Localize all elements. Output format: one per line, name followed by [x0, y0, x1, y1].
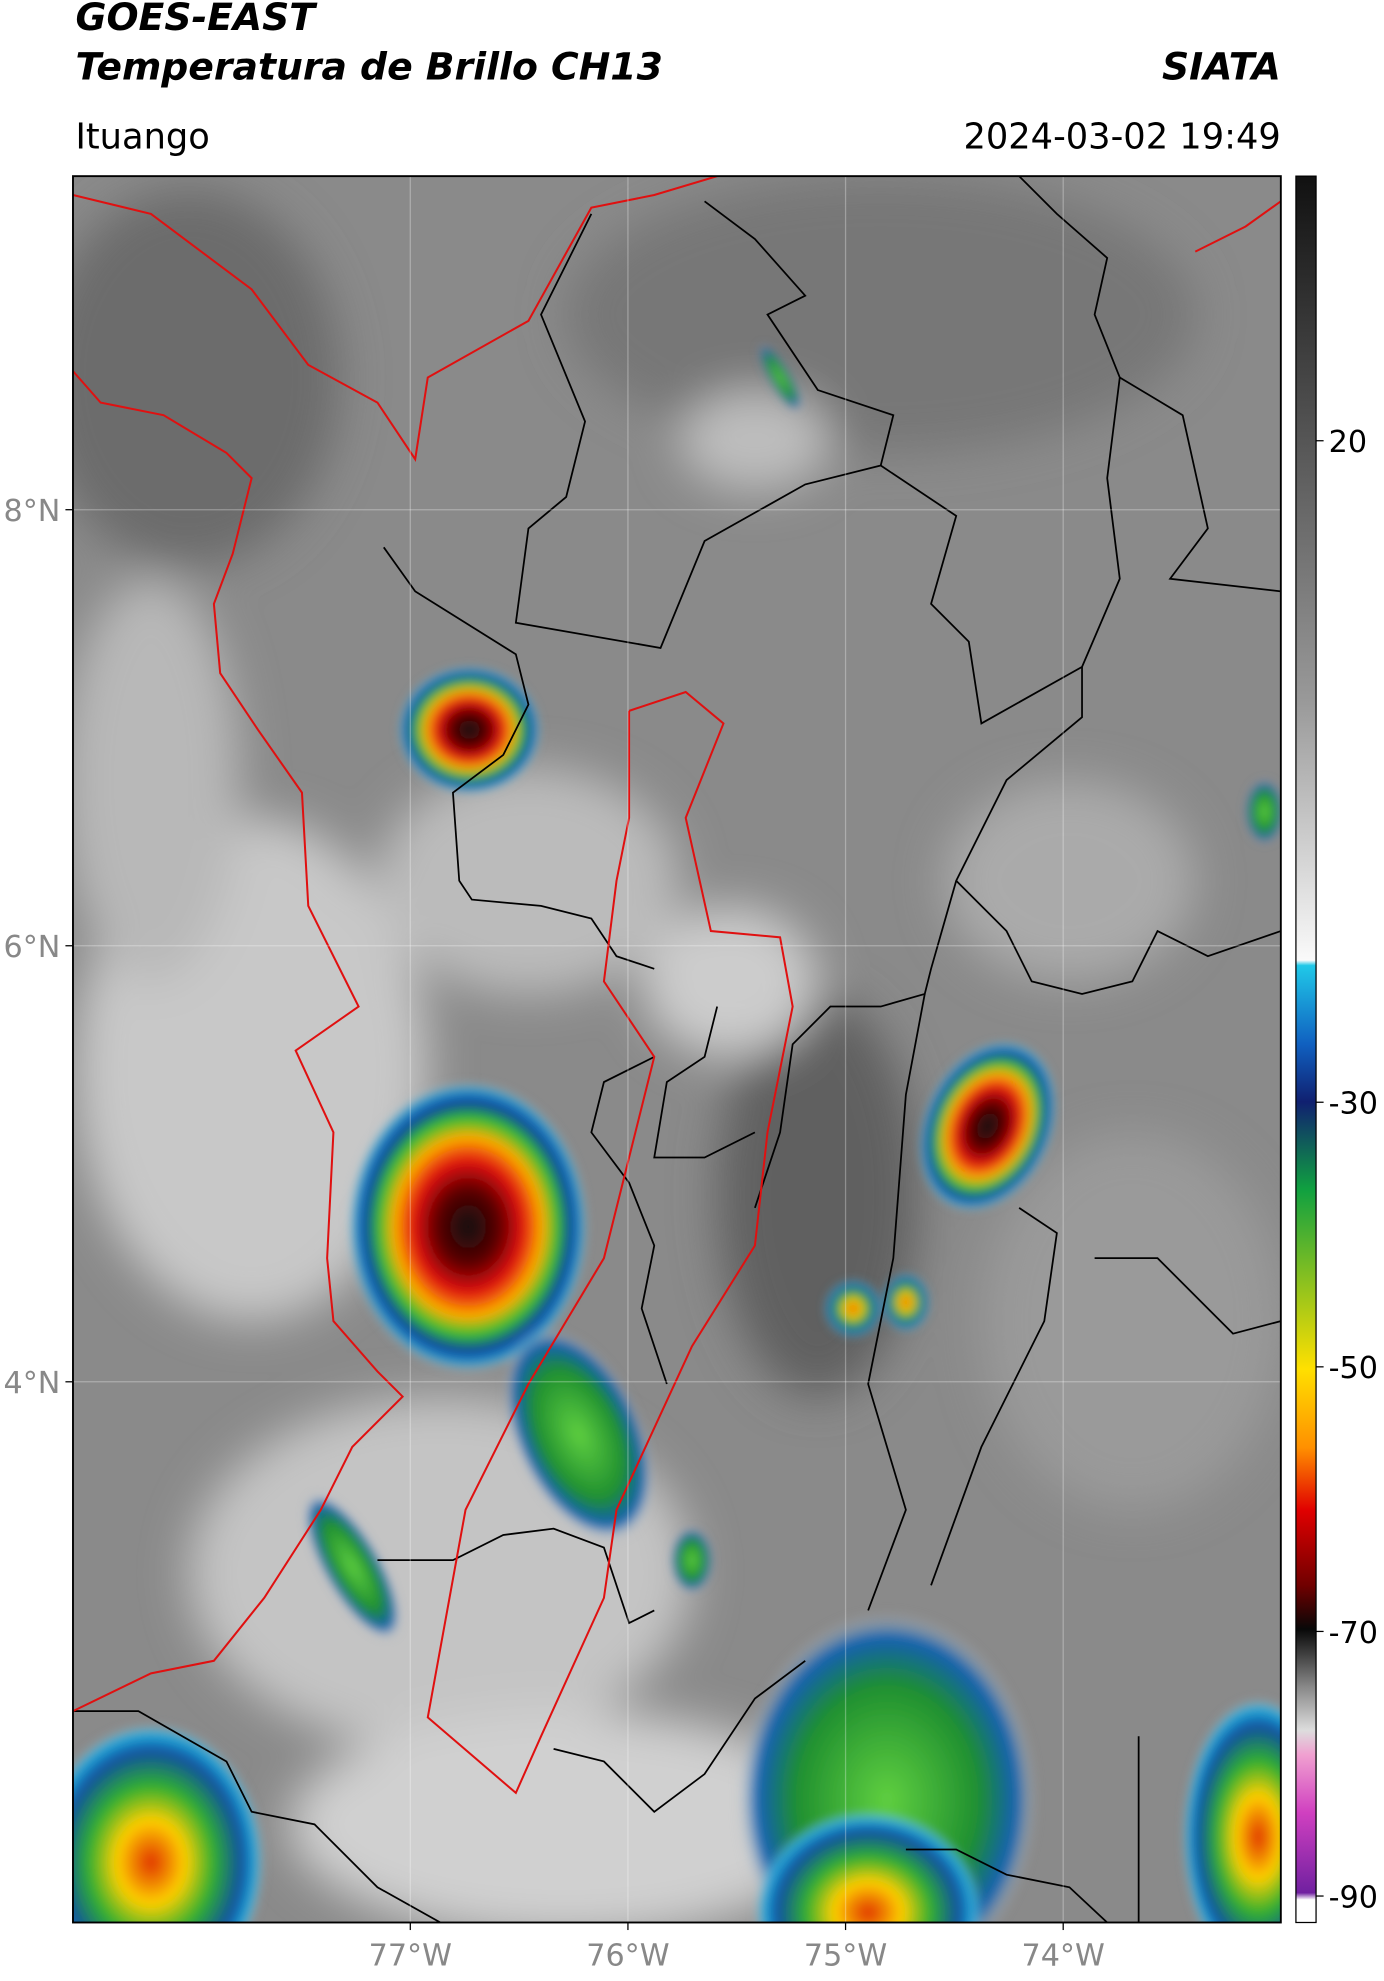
source: SIATA	[1162, 44, 1281, 88]
datetime: 2024-03-02 19:49	[963, 116, 1280, 157]
map-image	[72, 176, 1281, 1923]
x-tick-label: 76°W	[586, 1938, 669, 1973]
map-frame	[72, 175, 1282, 1924]
colorbar-tick-label: -50	[1329, 1351, 1378, 1386]
colorbar-tick-label: 20	[1329, 425, 1367, 460]
x-tick-label: 75°W	[804, 1938, 887, 1973]
colorbar-tick-label: -70	[1329, 1616, 1378, 1651]
y-tick-label: 6°N	[4, 930, 61, 965]
title: GOES-EAST	[75, 0, 318, 39]
y-tick-label: 4°N	[4, 1366, 61, 1401]
colorbar-tick-label: -30	[1329, 1087, 1378, 1122]
colorbar-tick-label: -90	[1329, 1880, 1378, 1915]
subtitle: Temperatura de Brillo CH13	[75, 44, 662, 88]
location: Ituango	[75, 116, 209, 157]
y-tick-label: 8°N	[4, 494, 61, 529]
x-tick-label: 77°W	[369, 1938, 452, 1973]
graticule	[72, 176, 1281, 1923]
colorbar	[1295, 175, 1317, 1924]
x-tick-label: 74°W	[1022, 1938, 1105, 1973]
